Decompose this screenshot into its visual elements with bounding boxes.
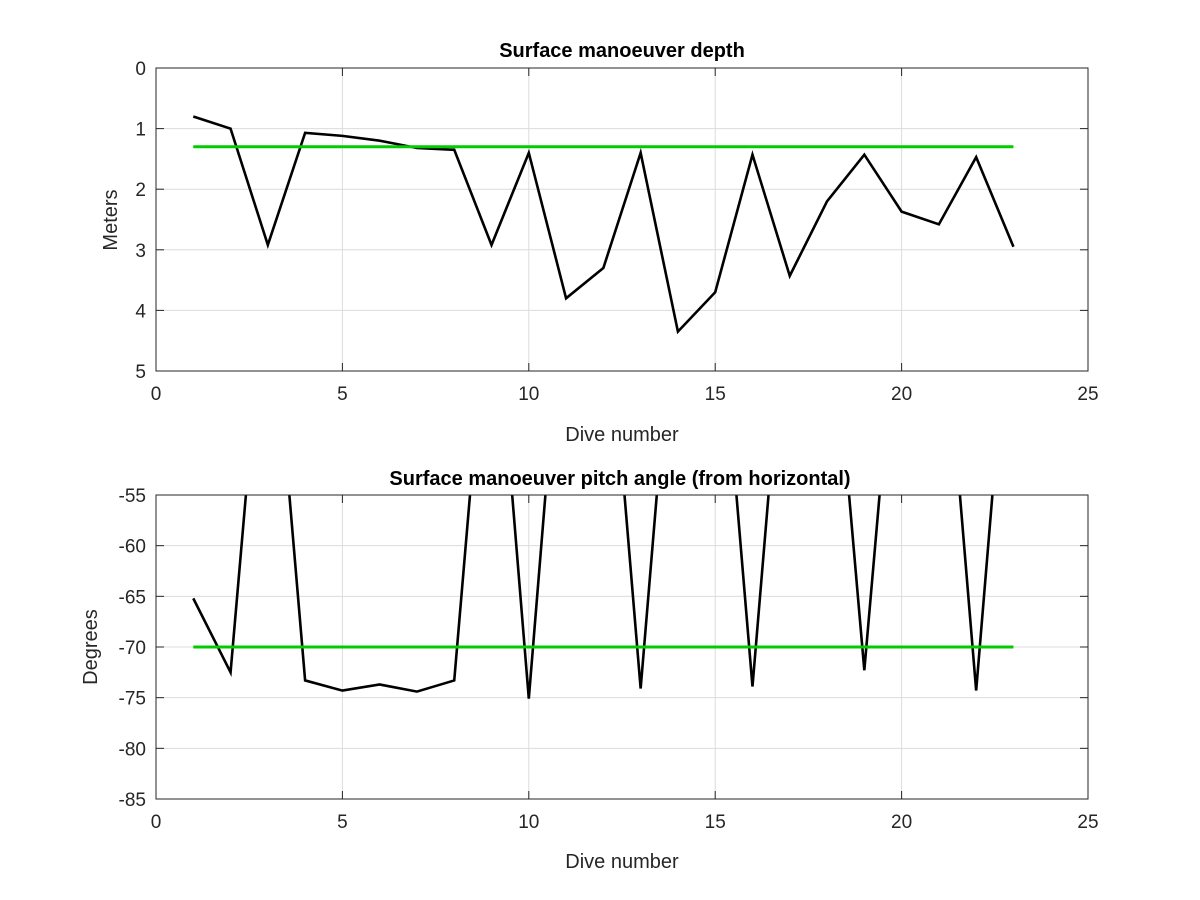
pitch-y-tick-label: -65 bbox=[119, 587, 146, 608]
pitch-x-axis-label: Dive number bbox=[565, 851, 679, 873]
depth-data-line bbox=[192, 115, 1015, 335]
depth-y-axis-label: Meters bbox=[100, 189, 122, 250]
depth-plot-area bbox=[156, 68, 1088, 371]
depth-x-tick-label: 5 bbox=[337, 384, 348, 405]
pitch-y-tick-label: -80 bbox=[119, 739, 146, 760]
pitch-x-tick-label: 20 bbox=[891, 812, 912, 833]
depth-chart-title: Surface manoeuver depth bbox=[499, 40, 745, 62]
pitch-y-tick-label: -55 bbox=[119, 486, 146, 507]
pitch-y-tick-label: -70 bbox=[119, 638, 146, 659]
depth-x-axis-label: Dive number bbox=[565, 424, 679, 446]
pitch-series bbox=[192, 495, 1014, 699]
pitch-ticks: 0 5 10 15 20 25 -55 -60 -65 -70 -75 -80 -85 bbox=[119, 486, 1099, 833]
depth-x-tick-label: 0 bbox=[151, 384, 162, 405]
depth-y-tick-label: 2 bbox=[135, 180, 146, 201]
depth-x-tick-label: 25 bbox=[1077, 384, 1098, 405]
depth-x-tick-label: 20 bbox=[891, 384, 912, 405]
depth-y-tick-label: 5 bbox=[135, 362, 146, 383]
depth-y-tick-label: 0 bbox=[135, 59, 146, 80]
pitch-chart: 0 5 10 15 20 25 -55 -60 -65 -70 -75 -80 -85 Surface … bbox=[80, 468, 1099, 873]
pitch-y-tick-label: -85 bbox=[119, 790, 146, 811]
depth-y-tick-label: 3 bbox=[135, 241, 146, 262]
pitch-x-tick-label: 0 bbox=[151, 812, 162, 833]
pitch-chart-title: Surface manoeuver pitch angle (from hori… bbox=[389, 468, 850, 490]
pitch-x-tick-label: 25 bbox=[1077, 812, 1098, 833]
pitch-y-tick-label: -75 bbox=[119, 689, 146, 710]
pitch-x-tick-label: 5 bbox=[337, 812, 348, 833]
depth-y-tick-label: 1 bbox=[135, 120, 146, 141]
depth-x-tick-label: 10 bbox=[518, 384, 539, 405]
pitch-y-tick-label: -60 bbox=[119, 537, 146, 558]
pitch-x-tick-label: 15 bbox=[705, 812, 726, 833]
pitch-x-tick-label: 10 bbox=[518, 812, 539, 833]
depth-axes-frame bbox=[155, 67, 1089, 372]
pitch-data-line bbox=[192, 495, 994, 699]
depth-x-tick-label: 15 bbox=[705, 384, 726, 405]
depth-series bbox=[192, 115, 1015, 335]
pitch-y-axis-label: Degrees bbox=[80, 609, 102, 685]
depth-y-tick-label: 4 bbox=[135, 301, 146, 322]
